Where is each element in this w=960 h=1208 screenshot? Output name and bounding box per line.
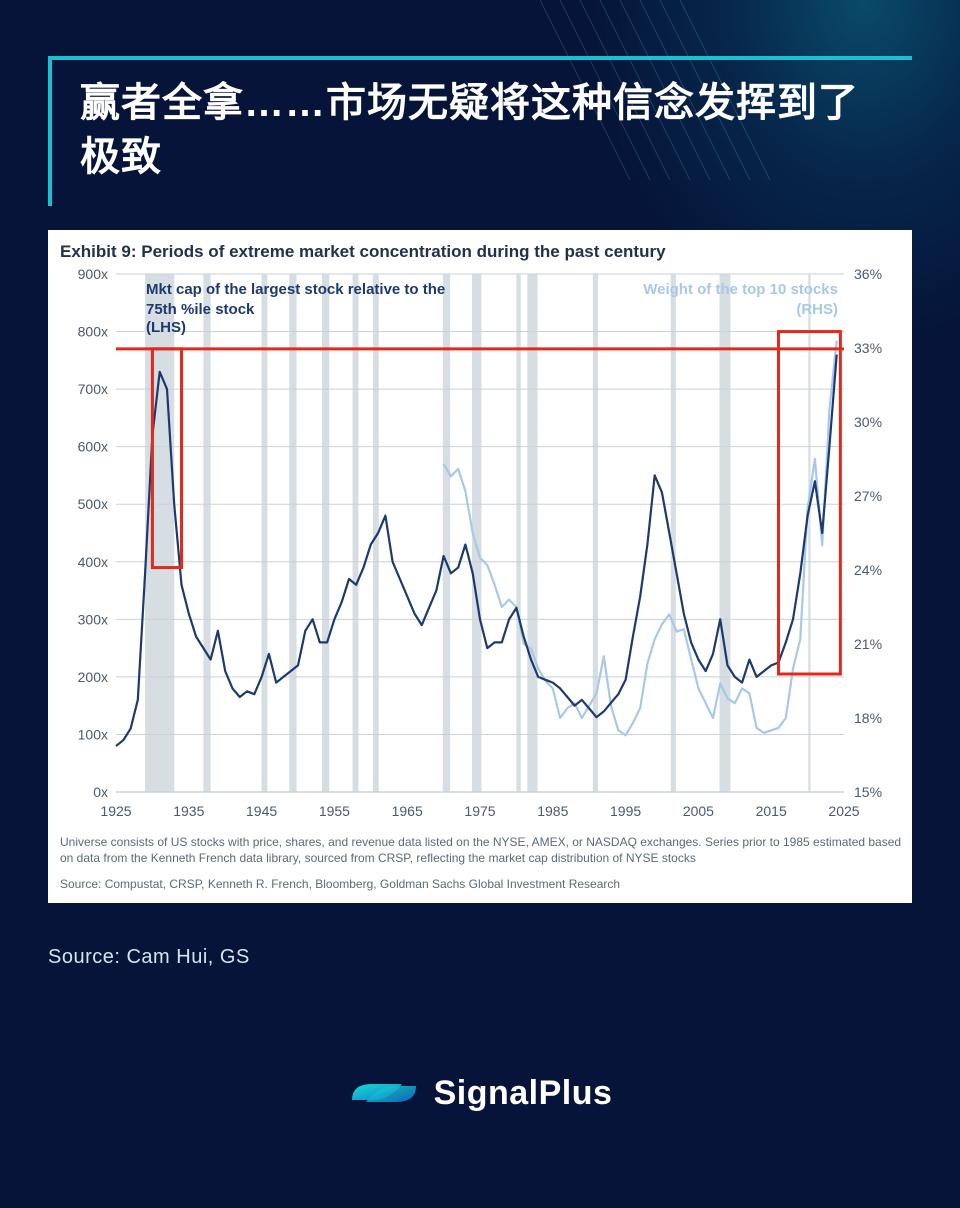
svg-text:Mkt cap of the largest stock r: Mkt cap of the largest stock relative to…: [146, 281, 445, 298]
svg-text:1985: 1985: [537, 803, 568, 819]
svg-text:2005: 2005: [683, 803, 714, 819]
svg-text:100x: 100x: [78, 726, 108, 742]
svg-text:1935: 1935: [173, 803, 204, 819]
svg-text:500x: 500x: [78, 496, 108, 512]
svg-text:21%: 21%: [854, 636, 882, 652]
chart-footnote: Universe consists of US stocks with pric…: [60, 834, 902, 866]
outer-source: Source: Cam Hui, GS: [48, 946, 250, 969]
svg-text:Weight of the top 10 stocks: Weight of the top 10 stocks: [643, 281, 838, 298]
page-title: 赢者全拿……市场无疑将这种信念发挥到了极致: [80, 76, 888, 184]
svg-text:24%: 24%: [854, 562, 882, 578]
svg-text:1995: 1995: [610, 803, 641, 819]
svg-text:600x: 600x: [78, 439, 108, 455]
svg-text:1945: 1945: [246, 803, 277, 819]
svg-text:1955: 1955: [319, 803, 350, 819]
svg-text:15%: 15%: [854, 784, 882, 800]
svg-text:36%: 36%: [854, 266, 882, 282]
chart-card: Exhibit 9: Periods of extreme market con…: [48, 230, 912, 903]
svg-text:0x: 0x: [93, 784, 108, 800]
svg-text:200x: 200x: [78, 669, 108, 685]
chart-plot: 0x 100x 200x 300x 400x 500x 600x 700x 800x 900x 15…: [60, 266, 900, 826]
svg-text:1975: 1975: [464, 803, 495, 819]
svg-text:30%: 30%: [854, 414, 882, 430]
svg-text:18%: 18%: [854, 710, 882, 726]
brand-name: SignalPlus: [434, 1074, 613, 1113]
svg-text:33%: 33%: [854, 340, 882, 356]
svg-text:27%: 27%: [854, 488, 882, 504]
svg-text:300x: 300x: [78, 611, 108, 627]
svg-text:900x: 900x: [78, 266, 108, 282]
svg-text:1925: 1925: [100, 803, 131, 819]
svg-text:2025: 2025: [828, 803, 859, 819]
logo-icon: [348, 1070, 420, 1116]
brand-logo: SignalPlus: [0, 1070, 960, 1116]
svg-text:75th %ile stock: 75th %ile stock: [146, 301, 255, 318]
svg-text:(RHS): (RHS): [796, 301, 838, 318]
title-block: 赢者全拿……市场无疑将这种信念发挥到了极致: [48, 56, 912, 206]
svg-text:1965: 1965: [392, 803, 423, 819]
exhibit-title: Exhibit 9: Periods of extreme market con…: [60, 242, 902, 262]
svg-text:2015: 2015: [756, 803, 787, 819]
chart-source: Source: Compustat, CRSP, Kenneth R. Fren…: [60, 876, 902, 892]
svg-text:400x: 400x: [78, 554, 108, 570]
svg-text:(LHS): (LHS): [146, 319, 186, 336]
svg-text:800x: 800x: [78, 324, 108, 340]
svg-text:700x: 700x: [78, 381, 108, 397]
